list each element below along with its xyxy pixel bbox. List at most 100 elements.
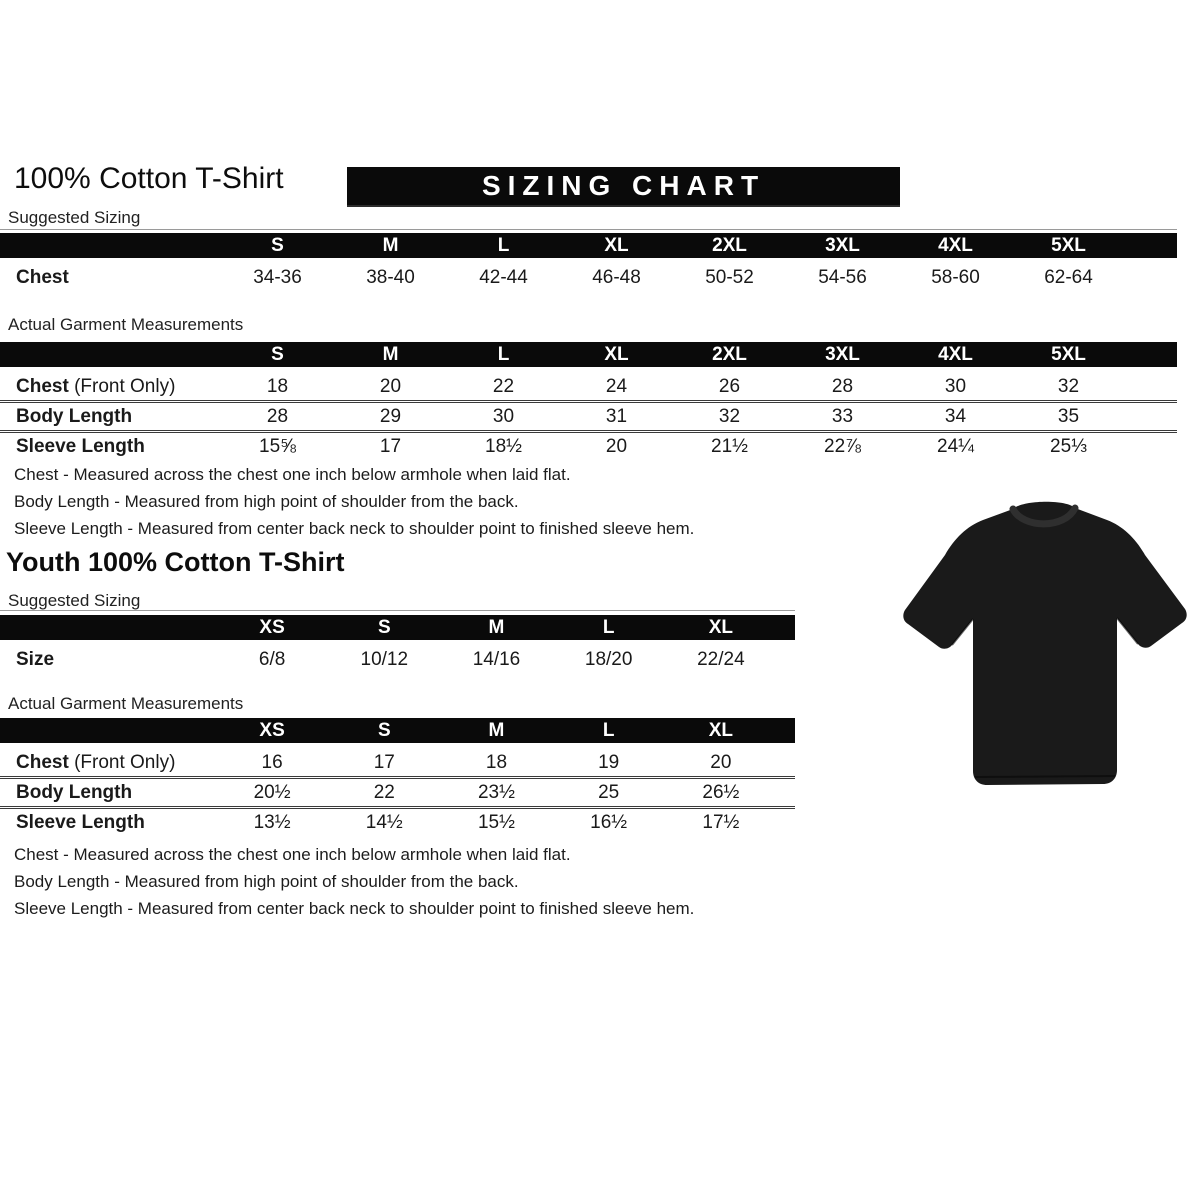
column-header-3xl: 3XL — [786, 233, 899, 264]
size-value: 22 — [328, 776, 441, 808]
measurement-row: Size 6/8 10/12 14/16 18/20 22/24 — [0, 643, 795, 673]
column-header-l: L — [552, 718, 665, 749]
row-end-spacer — [777, 746, 795, 778]
column-header-5xl: 5XL — [1012, 342, 1125, 373]
size-value: 30 — [944, 375, 967, 397]
size-value: 29 — [334, 400, 447, 432]
measurement-row: Chest (Front Only) 16 17 18 19 20 — [0, 746, 795, 778]
size-value: 20 — [560, 430, 673, 460]
size-value: 34-36 — [253, 266, 302, 288]
header-label-spacer — [0, 718, 216, 749]
size-value: 20 — [710, 751, 732, 773]
row-label: Body Length — [0, 776, 216, 808]
size-value: 34 — [899, 400, 1012, 432]
row-label: Sleeve Length — [0, 806, 216, 836]
size-value: 22 — [492, 375, 515, 397]
header-label-spacer — [0, 342, 221, 373]
size-value: 6/8 — [258, 648, 286, 670]
note-body-length: Body Length - Measured from high point o… — [14, 872, 519, 891]
size-value: 19 — [598, 751, 620, 773]
size-value: 58-60 — [931, 266, 980, 288]
size-value: 14/16 — [472, 648, 521, 670]
adult-measurement-notes: Chest - Measured across the chest one in… — [14, 461, 694, 542]
row-label: Chest (Front Only) — [16, 375, 176, 397]
size-value: 25⅓ — [1012, 430, 1125, 460]
measurement-row: Chest (Front Only) 18 20 22 24 26 28 30 32 — [0, 370, 1177, 402]
note-sleeve-length: Sleeve Length - Measured from center bac… — [14, 519, 695, 538]
tshirt-left-sleeve-seam — [951, 618, 974, 646]
row-label: Sleeve Length — [0, 430, 221, 460]
size-value: 20½ — [216, 776, 329, 808]
size-value: 46-48 — [592, 266, 641, 288]
size-value: 62-64 — [1044, 266, 1093, 288]
size-value: 16 — [261, 751, 283, 773]
black-tshirt-image — [903, 501, 1187, 785]
adult-garment-measurements-table: S M L XL 2XL 3XL 4XL 5XL Chest (Front Only) 18 20 2… — [0, 342, 1177, 460]
measurement-row: Body Length 20½ 22 23½ 25 26½ — [0, 776, 795, 808]
measurement-row: Body Length 28 29 30 31 32 33 34 35 — [0, 400, 1177, 432]
size-value: 15⅝ — [221, 430, 334, 460]
row-end-spacer — [1125, 430, 1177, 460]
header-label-spacer — [0, 233, 221, 264]
column-header-s: S — [221, 342, 334, 373]
adult-actual-measurements-label: Actual Garment Measurements — [8, 315, 244, 334]
size-value: 38-40 — [366, 266, 415, 288]
size-value: 26 — [718, 375, 741, 397]
row-label: Size — [16, 648, 55, 670]
header-end-spacer — [777, 615, 795, 646]
row-end-spacer — [777, 776, 795, 808]
row-end-spacer — [777, 643, 795, 673]
size-value: 35 — [1012, 400, 1125, 432]
size-value: 33 — [786, 400, 899, 432]
size-value: 17 — [334, 430, 447, 460]
tshirt-right-sleeve-seam — [1116, 617, 1139, 645]
size-value: 32 — [673, 400, 786, 432]
column-header-s: S — [328, 615, 441, 646]
header-end-spacer — [1125, 233, 1177, 264]
column-header-xl: XL — [560, 233, 673, 264]
size-value: 18½ — [447, 430, 560, 460]
size-value: 21½ — [673, 430, 786, 460]
size-value: 18 — [266, 375, 289, 397]
column-header-5xl: 5XL — [1012, 233, 1125, 264]
size-value: 10/12 — [360, 648, 409, 670]
size-value: 42-44 — [479, 266, 528, 288]
size-value: 28 — [221, 400, 334, 432]
row-end-spacer — [1125, 400, 1177, 432]
tshirt-collar-shape — [1009, 504, 1079, 528]
size-value: 24¼ — [899, 430, 1012, 460]
size-value: 24 — [605, 375, 628, 397]
size-value: 18 — [485, 751, 508, 773]
tshirt-bottom-hem — [974, 775, 1116, 778]
size-value: 50-52 — [705, 266, 754, 288]
size-value: 17½ — [664, 806, 777, 836]
youth-suggested-sizing-table: XS S M L XL Size 6/8 10/12 14/16 18/20 22/24 — [0, 615, 795, 673]
row-end-spacer — [1125, 370, 1177, 402]
column-header-m: M — [334, 342, 447, 373]
youth-garment-measurements-table: XS S M L XL Chest (Front Only) 16 17 18 19 20 Body … — [0, 718, 795, 836]
size-value: 18/20 — [584, 648, 633, 670]
youth-suggested-sizing-label: Suggested Sizing — [8, 591, 141, 610]
size-value: 31 — [560, 400, 673, 432]
column-header-xl: XL — [664, 718, 777, 749]
column-header-m: M — [334, 233, 447, 264]
column-header-xl: XL — [664, 615, 777, 646]
note-chest: Chest - Measured across the chest one in… — [14, 845, 571, 864]
measurement-row: Chest 34-36 38-40 42-44 46-48 50-52 54-56 58-60… — [0, 261, 1177, 291]
header-label-spacer — [0, 615, 216, 646]
adult-suggested-sizing-label: Suggested Sizing — [8, 208, 141, 227]
size-value: 22⅞ — [786, 430, 899, 460]
adult-suggested-sizing-table: S M L XL 2XL 3XL 4XL 5XL Chest 34-36 38-40 42-44 46-… — [0, 233, 1177, 291]
note-sleeve-length: Sleeve Length - Measured from center bac… — [14, 899, 695, 918]
column-header-s: S — [221, 233, 334, 264]
column-header-xs: XS — [216, 615, 329, 646]
size-value: 20 — [379, 375, 402, 397]
size-value: 13½ — [216, 806, 329, 836]
size-value: 15½ — [440, 806, 553, 836]
header-end-spacer — [1125, 342, 1177, 373]
size-value: 17 — [373, 751, 395, 773]
size-value: 54-56 — [818, 266, 867, 288]
size-value: 28 — [831, 375, 854, 397]
column-header-3xl: 3XL — [786, 342, 899, 373]
